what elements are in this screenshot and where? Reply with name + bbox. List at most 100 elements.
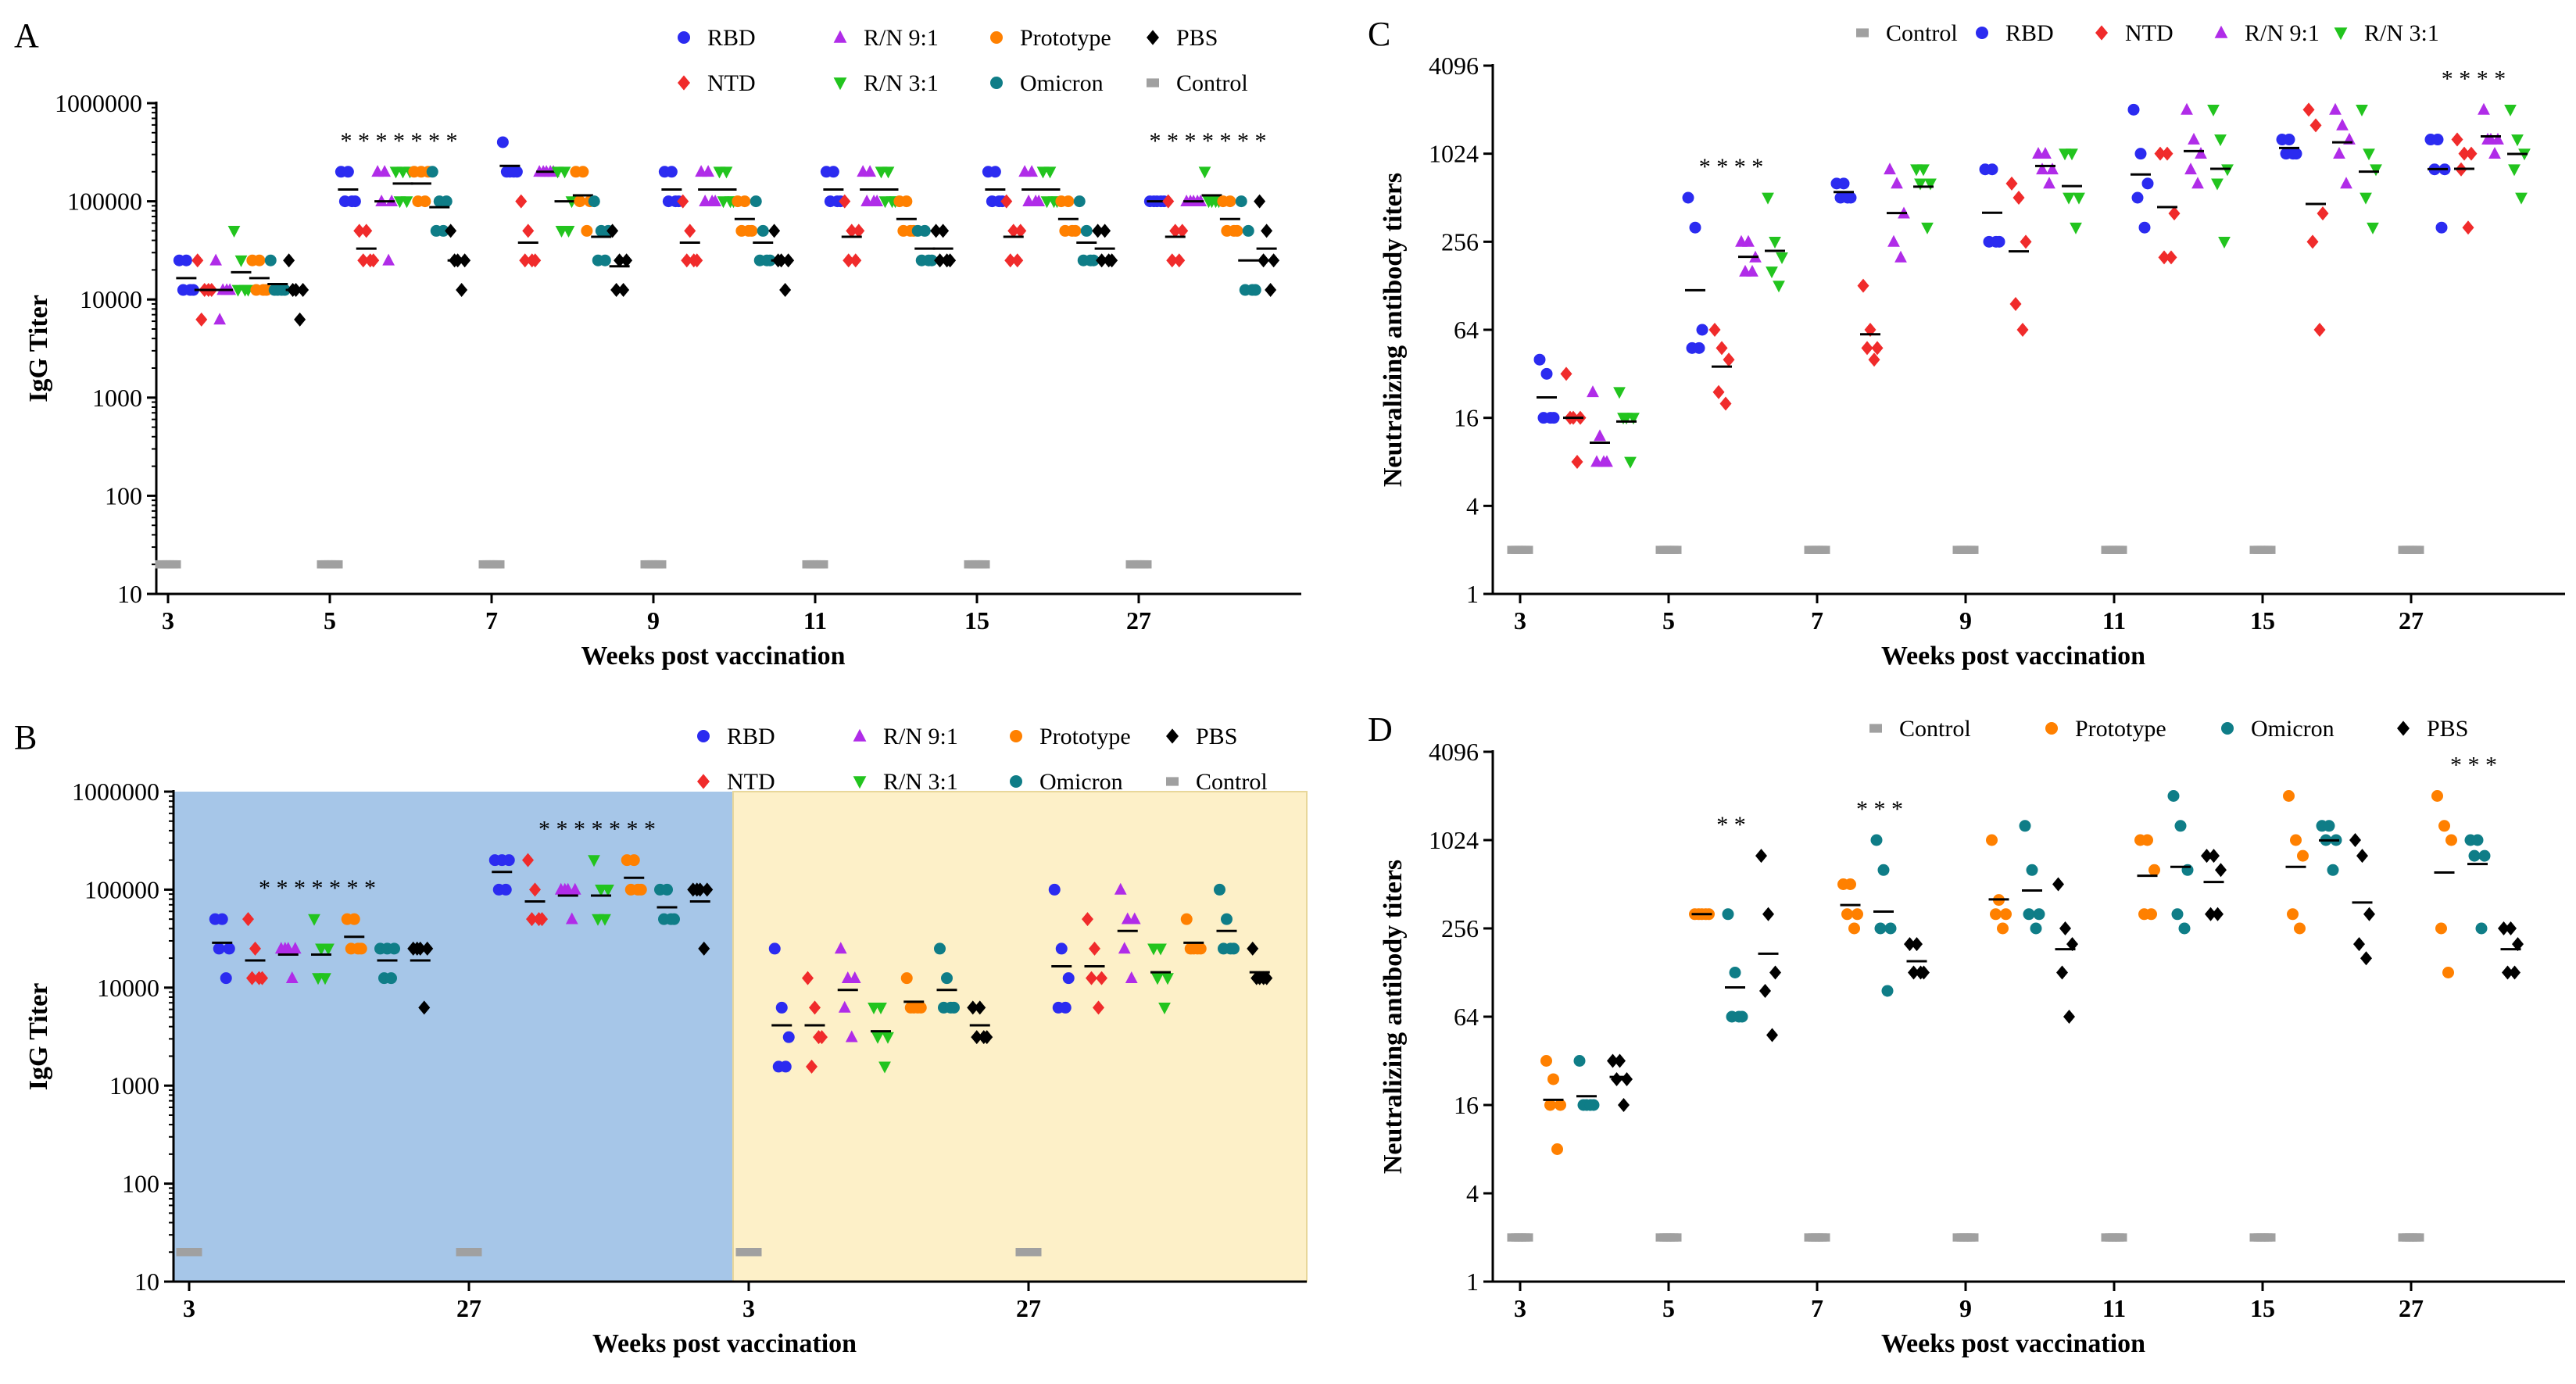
data-point-r-n-9-1 <box>2329 102 2342 115</box>
data-point-pbs <box>974 1000 986 1015</box>
data-point-r-n-3-1 <box>1776 252 1788 265</box>
data-point-r-n-9-1 <box>2191 177 2204 189</box>
x-tick-label: 7 <box>1811 1294 1823 1322</box>
data-point-omicron <box>661 883 673 896</box>
data-point-control <box>975 560 987 569</box>
data-point-omicron <box>2033 908 2045 921</box>
data-point-rbd <box>1048 883 1061 896</box>
data-point-control <box>2253 1233 2266 1242</box>
legend-marker-ntd <box>678 75 690 91</box>
data-point-control <box>746 1248 759 1257</box>
data-point-ntd <box>2451 132 2463 147</box>
x-axis-title: Weeks post vaccination <box>1881 642 2145 671</box>
data-point-prototype <box>577 166 589 178</box>
data-point-ntd <box>853 224 865 238</box>
data-point-pbs <box>1911 937 1923 952</box>
data-point-omicron <box>2475 922 2488 935</box>
data-point-rbd <box>782 1031 795 1043</box>
data-point-prototype <box>911 1001 924 1014</box>
legend-label-prototype: Prototype <box>1039 724 1131 749</box>
data-point-pbs <box>1099 224 1111 238</box>
data-point-control <box>180 1248 192 1257</box>
data-point-r-n-9-1 <box>213 313 226 325</box>
data-point-ntd <box>2462 220 2474 235</box>
x-axis-title: Weeks post vaccination <box>581 642 845 671</box>
data-point-prototype <box>2294 922 2306 935</box>
legend-label-omicron: Omicron <box>1039 769 1123 795</box>
data-point-r-n-9-1 <box>2188 132 2200 145</box>
data-point-omicron <box>2030 922 2042 935</box>
y-tick-label: 1 <box>1466 1268 1479 1296</box>
data-point-r-n-9-1 <box>2043 177 2055 189</box>
data-point-ntd <box>1712 384 1725 399</box>
data-point-ntd <box>526 253 538 268</box>
data-point-pbs <box>1258 971 1270 985</box>
legend-marker-pbs <box>1147 30 1159 45</box>
data-point-rbd <box>2431 134 2444 146</box>
data-point-ntd <box>360 224 373 238</box>
panel-letter: D <box>1368 710 1393 749</box>
data-point-omicron <box>918 224 931 237</box>
data-point-r-n-3-1 <box>2367 222 2379 234</box>
data-point-r-n-9-1 <box>706 194 718 206</box>
data-point-pbs <box>621 253 633 268</box>
data-point-control <box>1518 545 1530 554</box>
data-point-r-n-9-1 <box>838 1000 851 1013</box>
data-point-omicron <box>440 195 453 208</box>
data-point-omicron <box>1242 224 1254 237</box>
legend-label-omicron: Omicron <box>2251 716 2334 742</box>
data-point-r-n-9-1 <box>2481 132 2494 145</box>
legend-marker-r-n-9-1 <box>2214 25 2228 38</box>
data-point-pbs <box>418 1000 431 1015</box>
data-point-pbs <box>1621 1071 1633 1086</box>
data-point-r-n-9-1 <box>702 165 714 177</box>
data-point-ntd <box>1162 194 1175 209</box>
x-tick-label: 7 <box>485 606 498 635</box>
data-point-prototype <box>2290 834 2302 846</box>
y-tick-label: 4 <box>1466 492 1479 520</box>
shaded-region-yellow <box>732 791 1308 1282</box>
data-point-prototype <box>1228 224 1240 237</box>
data-point-r-n-9-1 <box>1894 250 1907 263</box>
y-tick-label: 4096 <box>1429 52 1479 80</box>
data-point-ntd <box>2154 146 2166 161</box>
data-point-r-n-3-1 <box>1914 178 1927 191</box>
data-point-pbs <box>937 224 950 238</box>
data-point-rbd <box>2138 221 2151 234</box>
data-point-r-n-3-1 <box>2063 192 2075 205</box>
data-point-pbs <box>2063 1010 2075 1024</box>
data-point-pbs <box>1904 937 1916 952</box>
data-point-pbs <box>698 941 710 956</box>
legend-marker-pbs <box>2397 721 2410 736</box>
data-point-control <box>2253 545 2266 554</box>
x-tick-label: 27 <box>2399 606 2424 635</box>
data-point-prototype <box>2435 922 2447 935</box>
data-point-ntd <box>2309 118 2322 133</box>
data-point-omicron <box>1877 864 1890 876</box>
data-point-pbs <box>941 253 953 268</box>
data-point-rbd <box>1540 367 1553 380</box>
data-point-r-n-3-1 <box>322 943 335 956</box>
data-point-ntd <box>249 941 261 956</box>
data-point-r-n-3-1 <box>2066 148 2078 161</box>
data-point-r-n-9-1 <box>2039 147 2052 159</box>
data-point-ntd <box>1857 278 1869 293</box>
data-point-ntd <box>2302 102 2315 117</box>
data-point-prototype <box>631 883 644 896</box>
data-point-pbs <box>2205 907 2216 921</box>
data-point-r-n-9-1 <box>2488 147 2501 159</box>
data-point-pbs <box>1618 1098 1630 1112</box>
data-point-r-n-9-1 <box>568 882 581 895</box>
data-point-ntd <box>2161 146 2174 161</box>
data-point-omicron <box>1073 195 1086 208</box>
data-point-control <box>1808 1233 1820 1242</box>
data-point-omicron <box>2327 864 2339 876</box>
data-point-r-n-9-1 <box>1587 385 1599 398</box>
data-point-rbd <box>665 166 678 178</box>
data-point-pbs <box>2356 849 2368 864</box>
significance-stars: * * <box>1716 812 1746 838</box>
data-point-prototype <box>2287 908 2299 921</box>
data-point-prototype <box>581 224 593 237</box>
y-tick-label: 1000000 <box>55 89 142 117</box>
data-point-control <box>1019 1248 1032 1257</box>
